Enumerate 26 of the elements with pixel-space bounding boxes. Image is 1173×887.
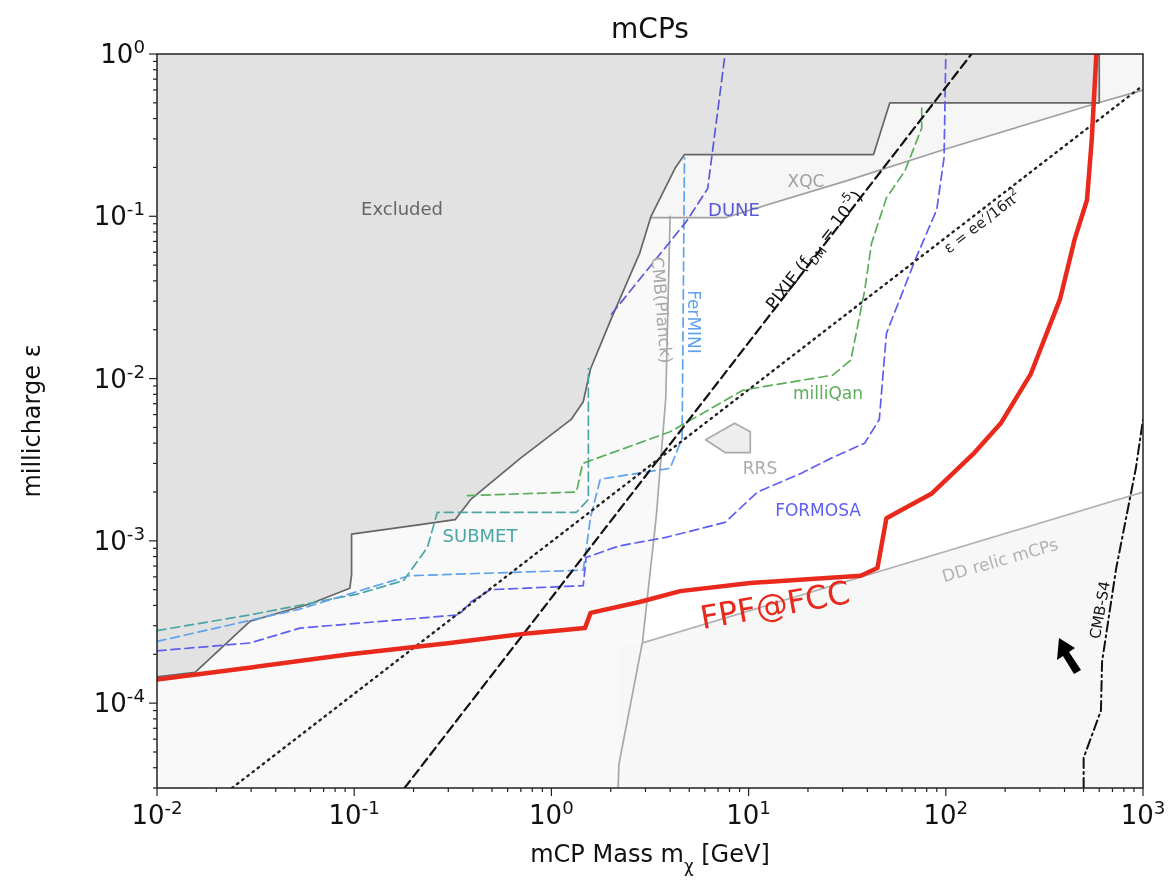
x-tick-label: 10$^{-1}$ [328, 796, 380, 830]
text: FerMINI [684, 290, 704, 354]
x-tick-label: 10$^{2}$ [923, 796, 969, 830]
legend-label: RRS [742, 458, 778, 478]
x-tick-label: 10$^{0}$ [529, 796, 574, 830]
x-tick-label: 10$^{1}$ [726, 796, 771, 830]
series-label: DUNE [708, 198, 760, 220]
x-tick-label: 10$^{-2}$ [131, 796, 183, 830]
text: CMB-S4 [1086, 579, 1114, 641]
y-tick-label: 10$^{-3}$ [93, 522, 145, 556]
x-axis-title: mCP Mass m$_{χ}$ [GeV] [530, 840, 770, 876]
x-tick-label: 10$^{3}$ [1120, 796, 1166, 830]
series-label: milliQan [792, 383, 864, 403]
text: FPF@FCC [697, 573, 853, 637]
series-label: FORMOSA [775, 500, 862, 520]
y-axis-title: millicharge ε [18, 344, 46, 498]
text: DD relic mCPs [939, 533, 1061, 587]
series-label: SUBMET [442, 524, 519, 546]
series-label: XQC [787, 171, 825, 191]
y-tick-label: 10$^{-1}$ [93, 197, 145, 232]
y-tick-label: 10$^{-2}$ [93, 360, 145, 394]
y-tick-label: 10$^{-4}$ [93, 684, 145, 719]
chart-title: mCPs [611, 12, 689, 45]
y-tick-label: 10$^{0}$ [100, 35, 145, 69]
text: Excluded [361, 197, 443, 219]
text: CMB(Planck) [647, 255, 677, 365]
